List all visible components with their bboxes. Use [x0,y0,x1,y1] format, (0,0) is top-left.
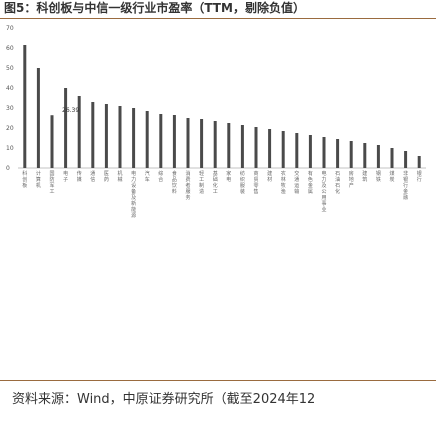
bar [77,96,81,168]
category-label: 家电 [226,170,231,183]
category-label: 综合 [158,170,163,183]
category-label: 电力设备及新能源 [131,170,136,219]
bar [132,108,136,168]
y-tick-label: 40 [6,85,14,92]
bar [336,139,340,168]
data-label: 26.39 [62,107,79,114]
category-label: 银行 [417,170,422,183]
y-tick-label: 0 [6,165,10,172]
category-label: 纺织服装 [240,170,245,195]
bar [363,143,367,168]
category-label: 建材 [267,170,272,183]
category-label: 轻工制造 [199,170,204,195]
bars-group [23,45,421,168]
bar [376,145,380,168]
bar [254,127,258,168]
category-label: 通信 [90,170,95,183]
category-label: 钢铁 [376,170,381,183]
bar [268,129,272,168]
category-label: 传媒 [77,170,82,183]
y-axis: 0 10 20 30 40 50 60 70 [6,25,14,172]
y-tick-label: 10 [6,145,14,152]
category-label: 汽车 [145,170,150,183]
bar [186,118,190,168]
y-tick-label: 20 [6,125,14,132]
bar [104,104,108,168]
bar [50,115,54,168]
category-label: 国防军工 [49,171,54,195]
category-label: 煤炭 [389,170,394,183]
annotation-group: 26.39 [62,107,79,114]
bar [417,156,421,168]
bar [213,121,217,168]
bar [23,45,27,168]
y-tick-label: 30 [6,105,14,112]
bar [322,137,326,168]
bar [240,125,244,168]
bar [172,115,176,168]
bar [390,148,394,168]
bar [91,102,95,168]
category-label: 建筑 [362,170,367,183]
category-label: 有色金属 [308,170,313,195]
bar [308,135,312,168]
category-label: 机械 [117,170,122,183]
category-label: 电子 [63,170,68,183]
source-note: 资料来源：Wind，中原证券研究所（截至2024年12 [12,392,316,407]
bar [145,111,149,168]
y-tick-label: 70 [6,25,14,32]
bar [404,151,408,168]
category-label: 房地产 [349,170,354,189]
bar [36,68,40,168]
category-label: 商贸零售 [253,170,258,195]
title-rule [0,18,436,19]
category-label: 农林牧渔 [281,170,286,195]
figure-title: 图5：科创板与中信一级行业市盈率（TTM，剔除负值） [4,1,305,15]
category-label: 科创板 [22,170,27,189]
category-label: 非银行金融 [403,170,408,201]
bar [295,133,299,168]
bar [64,88,68,168]
source-rule [0,380,436,381]
category-label: 电力及公用事业 [321,170,326,213]
category-label: 石油石化 [335,171,340,195]
bar [227,123,231,168]
bar [200,119,204,168]
category-label: 交通运输 [294,170,299,195]
category-label: 计算机 [36,170,41,189]
category-label: 基础化工 [213,170,218,195]
bar [118,106,122,168]
category-label: 医药 [104,171,109,183]
category-label: 食品饮料 [172,170,177,195]
y-tick-label: 60 [6,45,14,52]
y-tick-label: 50 [6,65,14,72]
bar [159,114,163,168]
bar [281,131,285,168]
bar [349,141,353,168]
category-label: 消费者服务 [185,170,190,201]
